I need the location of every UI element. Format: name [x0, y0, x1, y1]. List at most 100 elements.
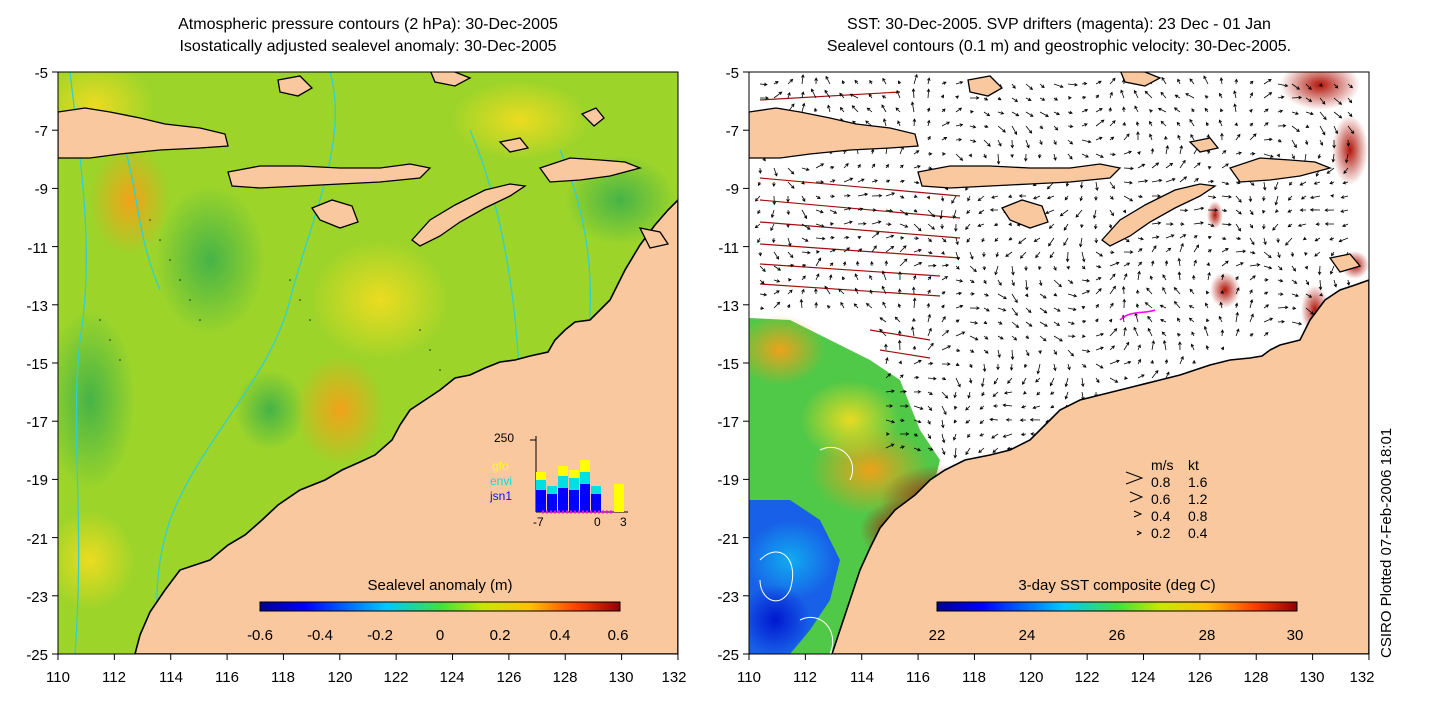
velocity-arrow — [1151, 245, 1157, 253]
velocity-arrow — [1207, 166, 1212, 170]
velocity-arrow — [1137, 151, 1141, 155]
velocity-arrow — [1123, 133, 1130, 141]
velocity-arrow — [1109, 359, 1120, 365]
velocity-arrow — [884, 343, 888, 351]
velocity-arrow — [1346, 279, 1351, 286]
velocity-arrow — [911, 326, 915, 337]
velocity-arrow — [969, 125, 977, 129]
velocity-arrow — [1149, 133, 1153, 141]
velocity-arrow — [993, 404, 999, 408]
lon-label: 118 — [271, 669, 295, 686]
velocity-arrow — [1035, 377, 1041, 383]
velocity-arrow — [1333, 125, 1339, 135]
velocity-arrow — [983, 279, 987, 285]
velocity-arrow — [885, 234, 895, 239]
velocity-arrow — [1319, 111, 1327, 121]
velocity-arrow — [869, 289, 874, 295]
velocity-arrow — [1249, 108, 1253, 113]
velocity-arrow — [1219, 301, 1223, 309]
velocity-arrow — [1109, 345, 1115, 351]
velocity-arrow — [1192, 359, 1196, 365]
velocity-arrow — [955, 304, 964, 309]
velocity-arrow — [843, 207, 852, 211]
velocity-arrow — [1120, 89, 1125, 99]
velocity-arrow — [1081, 95, 1087, 100]
lat-label: -19 — [717, 472, 739, 489]
velocity-arrow — [1179, 159, 1186, 169]
sst-patch — [749, 315, 825, 385]
velocity-arrow — [1291, 83, 1301, 90]
lat-label: -15 — [26, 356, 48, 373]
velocity-arrow — [843, 177, 854, 183]
velocity-arrow — [1157, 107, 1167, 113]
velocity-arrow — [927, 405, 933, 411]
velocity-arrow — [1218, 119, 1223, 127]
sealevel-contours — [759, 446, 854, 654]
velocity-arrow — [1235, 209, 1242, 215]
velocity-arrow — [1164, 358, 1169, 365]
velocity-arrow — [1220, 132, 1224, 141]
right-title-line1: SST: 30-Dec-2005. SVP drifters (magenta)… — [847, 16, 1271, 33]
colorbar-tick: 24 — [1019, 627, 1036, 644]
velocity-arrow — [1095, 264, 1102, 269]
velocity-arrow — [941, 433, 946, 444]
sealevel-colorbar — [259, 601, 621, 612]
velocity-arrow — [786, 303, 791, 309]
velocity-arrow — [997, 125, 1006, 133]
velocity-arrow — [927, 276, 932, 281]
velocity-arrow — [884, 260, 889, 267]
velocity-arrow — [941, 419, 945, 429]
velocity-arrow — [955, 95, 960, 99]
velocity-arrow — [1025, 125, 1033, 134]
velocity-arrow — [787, 289, 793, 295]
velocity-arrow — [1025, 307, 1032, 314]
velocity-arrow — [1272, 223, 1279, 231]
velocity-arrow — [1133, 89, 1139, 99]
velocity-arrow — [815, 209, 824, 214]
velocity-arrow — [1192, 274, 1196, 281]
velocity-arrow — [754, 223, 761, 229]
velocity-arrow — [1024, 153, 1028, 162]
velocity-arrow — [1179, 242, 1184, 253]
velocity-arrow — [955, 348, 961, 353]
velocity-arrow — [1218, 315, 1223, 323]
lat-label: -21 — [717, 531, 739, 548]
svp-drifter-track — [1119, 309, 1156, 321]
velocity-arrow — [1059, 209, 1069, 217]
velocity-arrow — [1135, 121, 1140, 127]
velocity-arrow — [1249, 275, 1256, 281]
velocity-arrow — [941, 391, 949, 399]
lat-label: -15 — [717, 356, 739, 373]
velocity-arrow — [1305, 279, 1310, 286]
velocity-arrow — [912, 345, 917, 351]
velocity-arrow — [1081, 265, 1086, 270]
lat-label: -5 — [35, 65, 48, 82]
lat-label: -17 — [717, 414, 739, 431]
velocity-arrow — [1333, 83, 1339, 89]
velocity-arrow — [1189, 288, 1195, 295]
velocity-arrow — [1262, 209, 1266, 214]
velocity-arrow — [1193, 235, 1198, 239]
velocity-arrow — [992, 391, 999, 398]
velocity-arrow — [1160, 91, 1167, 99]
velocity-arrow — [1291, 279, 1298, 284]
velocity-arrow — [1123, 262, 1131, 267]
velocity-arrow — [815, 273, 820, 281]
velocity-arrow — [1333, 97, 1343, 105]
velocity-arrow — [927, 237, 932, 243]
velocity-arrow — [1123, 341, 1130, 351]
velocity-arrow — [1165, 145, 1169, 155]
velocity-arrow — [1287, 209, 1293, 213]
lon-label: 110 — [737, 669, 761, 686]
velocity-arrow — [879, 317, 887, 323]
velocity-arrow — [913, 150, 920, 155]
anomaly-patch — [58, 510, 135, 610]
velocity-arrow — [1235, 328, 1240, 337]
velocity-arrow — [1020, 432, 1027, 437]
velocity-arrow — [857, 178, 865, 183]
velocity-arrow — [1147, 327, 1153, 337]
lon-label: 126 — [496, 669, 521, 686]
velocity-arrow — [1221, 248, 1229, 253]
velocity-arrow — [1137, 179, 1149, 183]
land-australia — [134, 198, 678, 654]
